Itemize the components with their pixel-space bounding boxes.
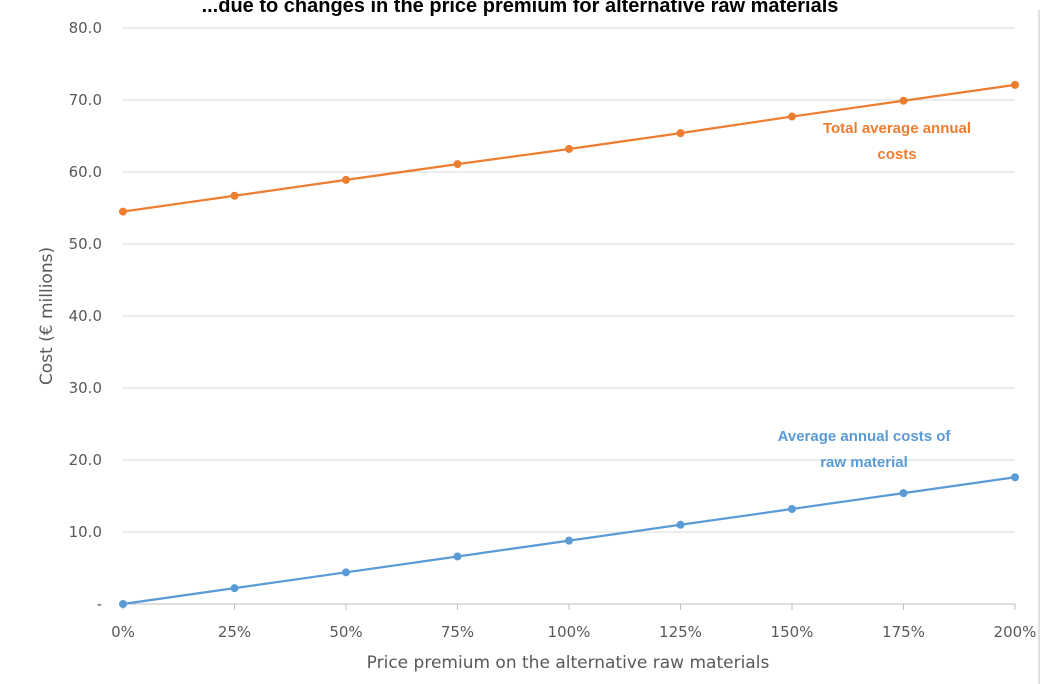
x-axis-ticks: 0% 25% 50% 75% 100% 125% 150% 175% 200% (111, 604, 1036, 641)
series-0 (119, 80, 1019, 216)
data-point (1011, 473, 1019, 482)
data-point (119, 207, 127, 216)
x-tick-label: 0% (111, 623, 135, 641)
y-tick-label: 20.0 (69, 451, 102, 469)
series-label-line: Total average annual (823, 120, 971, 137)
y-tick-label: 30.0 (69, 379, 102, 397)
data-point (230, 191, 239, 200)
data-point (899, 489, 908, 498)
series-label-line: raw material (820, 454, 908, 471)
data-point (230, 584, 239, 593)
x-tick-label: 100% (548, 623, 591, 641)
series-label: Total average annual costs (823, 120, 971, 163)
data-point (453, 552, 462, 561)
data-point (788, 504, 796, 513)
data-point (1011, 80, 1019, 89)
data-point (899, 96, 908, 105)
data-point (565, 536, 573, 545)
data-point (119, 600, 127, 608)
series-group (119, 80, 1019, 608)
y-tick-label: 50.0 (69, 235, 102, 253)
x-tick-label: 175% (882, 623, 925, 641)
x-tick-label: 200% (994, 623, 1037, 641)
data-point (676, 520, 685, 529)
chart-title: ...due to changes in the price premium f… (202, 0, 839, 17)
series-label-line: costs (877, 146, 916, 163)
y-tick-label: 80.0 (69, 19, 102, 37)
series-label: Average annual costs of raw material (778, 428, 952, 471)
data-point (342, 568, 350, 577)
data-point (565, 144, 573, 153)
y-axis-title: Cost (€ millions) (37, 247, 57, 385)
x-axis-title: Price premium on the alternative raw mat… (367, 653, 770, 673)
y-axis-ticks: - 10.0 20.0 30.0 40.0 50.0 60.0 70.0 80.0 (69, 19, 102, 613)
y-tick-label: 60.0 (69, 163, 102, 181)
y-tick-label: 10.0 (69, 523, 102, 541)
x-tick-label: 25% (218, 623, 251, 641)
y-tick-label: 70.0 (69, 91, 102, 109)
x-tick-label: 75% (441, 623, 474, 641)
gridlines (123, 27, 1015, 605)
data-point (453, 160, 462, 169)
x-tick-label: 150% (771, 623, 814, 641)
x-tick-label: 50% (329, 623, 362, 641)
series-label-line: Average annual costs of (778, 428, 952, 445)
data-point (676, 129, 685, 138)
series-labels: Total average annual costs Average annual … (778, 120, 971, 471)
y-tick-label: 40.0 (69, 307, 102, 325)
x-tick-label: 125% (659, 623, 702, 641)
series-1 (119, 473, 1019, 608)
data-point (342, 175, 350, 184)
y-tick-label: - (97, 595, 102, 613)
data-point (788, 112, 796, 121)
